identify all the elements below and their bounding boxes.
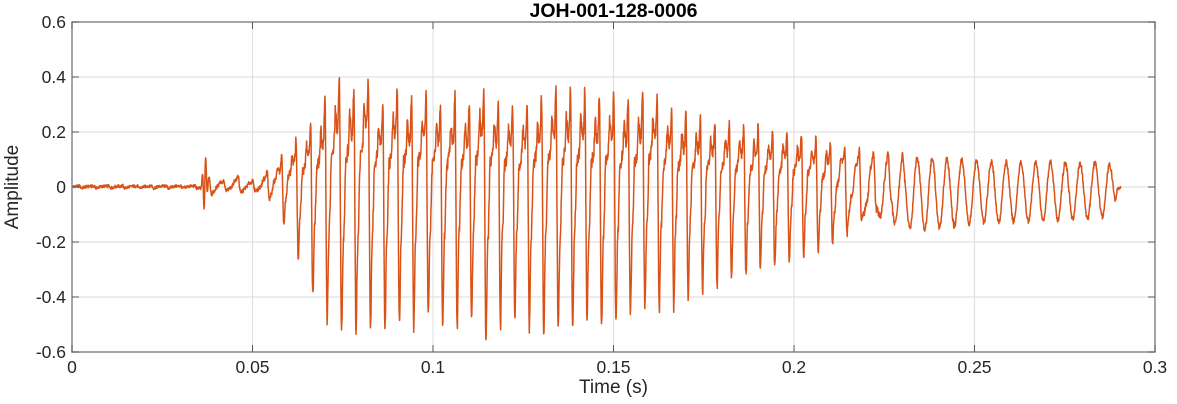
y-tick-label: -0.2 [35, 232, 66, 252]
x-tick-label: 0.25 [957, 357, 992, 377]
x-tick-label: 0.15 [596, 357, 631, 377]
x-tick-label: 0.05 [235, 357, 270, 377]
y-tick-label: 0 [56, 177, 66, 197]
x-tick-label: 0 [67, 357, 77, 377]
chart-title: JOH-001-128-0006 [529, 0, 698, 22]
waveform-line [71, 76, 1122, 341]
x-axis-label: Time (s) [579, 377, 648, 398]
y-tick-label: 0.6 [41, 12, 66, 32]
y-tick-label: 0.2 [41, 122, 66, 142]
x-tick-label: 0.3 [1142, 357, 1168, 377]
y-tick-label: -0.6 [35, 342, 66, 362]
x-tick-label: 0.2 [781, 357, 807, 377]
y-tick-label: -0.4 [35, 287, 66, 307]
y-tick-label: 0.4 [41, 67, 66, 87]
x-tick-label: 0.1 [420, 357, 446, 377]
